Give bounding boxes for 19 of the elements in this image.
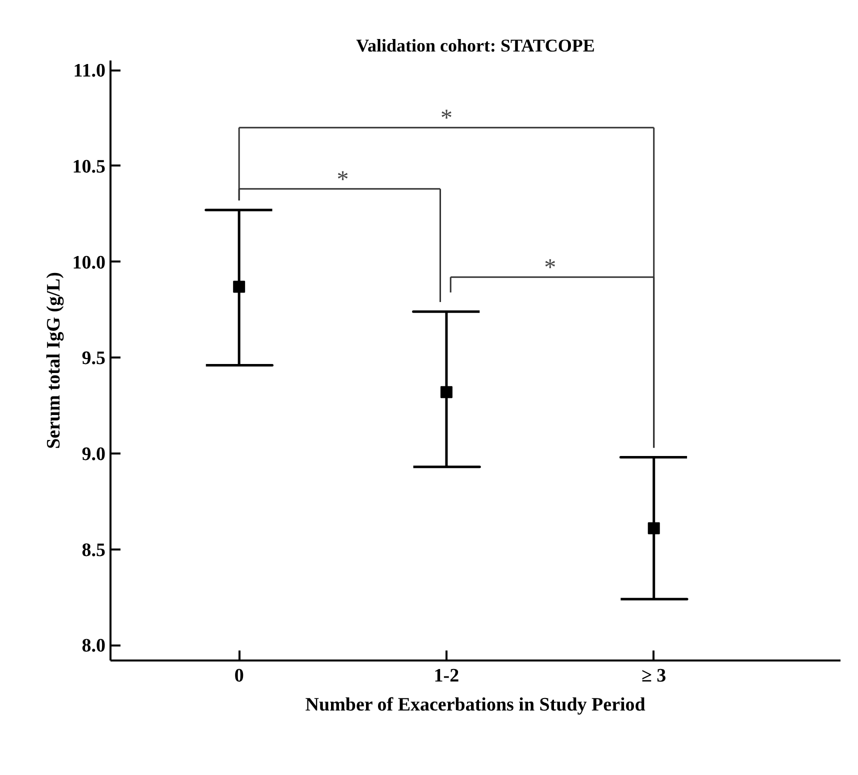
y-tick-label: 8.0	[82, 636, 106, 657]
x-axis-title: Number of Exacerbations in Study Period	[305, 694, 646, 716]
y-tick-label: 9.5	[82, 348, 106, 370]
annotation: *	[544, 255, 556, 282]
x-tick-label: 1-2	[434, 666, 460, 686]
y-tick-label: 11.0	[73, 60, 106, 82]
y-axis-title: Serum total IgG (g/L)	[43, 272, 64, 449]
chart-title: Validation cohort: STATCOPE	[356, 36, 595, 56]
x-tick-label: ≥ 3	[642, 666, 666, 686]
annotation: *	[336, 166, 349, 193]
annotation: *	[440, 106, 452, 132]
y-tick-label: 10.0	[72, 252, 106, 274]
point	[440, 386, 452, 398]
point	[233, 280, 246, 293]
y-tick-label: 10.5	[72, 156, 106, 178]
x-tick-label: 0	[234, 666, 244, 686]
point	[648, 522, 660, 534]
y-tick-label: 9.0	[82, 444, 106, 465]
y-tick-label: 8.5	[82, 540, 106, 561]
